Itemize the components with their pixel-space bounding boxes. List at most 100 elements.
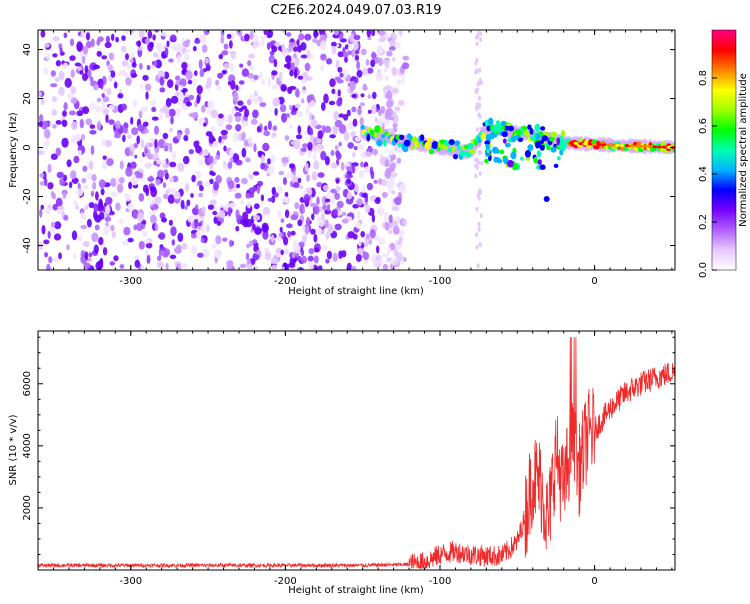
noise-blob xyxy=(355,221,362,230)
noise-blob xyxy=(234,176,240,183)
noise-blob xyxy=(284,209,290,218)
noise-blob xyxy=(267,78,272,88)
noise-blob xyxy=(478,95,481,101)
noise-blob xyxy=(301,224,306,232)
noise-blob xyxy=(475,206,479,212)
noise-blob xyxy=(304,33,312,41)
noise-blob xyxy=(266,42,271,50)
noise-blob xyxy=(102,247,108,256)
noise-blob xyxy=(209,199,217,207)
noise-blob xyxy=(113,81,118,89)
noise-blob xyxy=(267,197,274,202)
noise-blob xyxy=(122,127,128,134)
noise-blob xyxy=(76,41,83,52)
noise-blob xyxy=(97,259,104,270)
noise-blob xyxy=(218,136,222,143)
noise-blob xyxy=(133,224,138,231)
snr-line xyxy=(38,337,675,570)
y-tick-label: -40 xyxy=(22,237,33,253)
noise-blob xyxy=(46,263,51,270)
noise-blob xyxy=(375,197,381,202)
noise-blob xyxy=(306,216,311,227)
noise-blob xyxy=(297,75,304,80)
noise-blob xyxy=(394,106,401,112)
signal-blob xyxy=(504,142,511,148)
noise-blob xyxy=(148,175,154,183)
noise-blob xyxy=(155,178,161,186)
noise-blob xyxy=(297,125,302,135)
noise-blob xyxy=(81,177,87,184)
noise-blob xyxy=(307,187,313,197)
noise-blob xyxy=(392,123,398,128)
noise-blob xyxy=(39,181,45,186)
noise-blob xyxy=(262,230,269,240)
noise-blob xyxy=(156,159,162,165)
noise-blob xyxy=(110,33,115,41)
noise-blob xyxy=(121,45,127,53)
noise-blob xyxy=(92,64,101,70)
noise-blob xyxy=(127,134,132,139)
noise-blob xyxy=(114,120,121,130)
noise-blob xyxy=(170,226,177,237)
noise-blob xyxy=(320,40,327,51)
noise-blob xyxy=(291,252,296,259)
noise-blob xyxy=(369,229,376,239)
noise-blob xyxy=(236,183,241,189)
noise-blob xyxy=(157,255,162,261)
noise-blob xyxy=(90,190,95,197)
noise-blob xyxy=(84,251,89,261)
snr-axes: -300 -200 -100 0 2000 4000 6000 xyxy=(22,331,675,587)
noise-blob xyxy=(249,30,254,40)
noise-blob xyxy=(59,47,63,53)
noise-blob xyxy=(360,231,366,238)
noise-blob xyxy=(252,214,261,221)
signal-blob xyxy=(507,159,514,168)
noise-blob xyxy=(100,188,105,196)
signal-blob xyxy=(485,143,490,150)
signal-blob xyxy=(419,134,425,142)
noise-blob xyxy=(383,118,390,126)
noise-blob xyxy=(296,39,300,46)
noise-blob xyxy=(386,107,394,117)
signal-core xyxy=(652,145,658,149)
noise-blob xyxy=(246,98,252,106)
noise-blob xyxy=(177,232,184,242)
noise-blob xyxy=(340,162,345,171)
noise-blob xyxy=(119,264,125,269)
noise-blob xyxy=(51,192,56,200)
noise-blob xyxy=(138,172,143,179)
noise-blob xyxy=(313,160,320,170)
noise-blob xyxy=(185,101,192,107)
noise-blob xyxy=(92,181,97,190)
noise-blob xyxy=(290,214,299,221)
noise-blob xyxy=(142,230,148,238)
noise-blob xyxy=(316,181,323,188)
noise-blob xyxy=(165,97,172,108)
noise-blob xyxy=(181,61,188,70)
noise-blob xyxy=(354,136,361,142)
noise-blob xyxy=(357,239,362,247)
noise-blob xyxy=(257,150,263,155)
noise-blob xyxy=(300,89,308,94)
signal-blob xyxy=(484,158,489,164)
noise-blob xyxy=(352,204,359,209)
noise-blob xyxy=(379,254,384,264)
noise-blob xyxy=(302,143,309,148)
noise-blob xyxy=(199,68,205,78)
noise-blob xyxy=(388,214,393,224)
noise-blob xyxy=(370,59,376,68)
noise-blob xyxy=(256,126,261,133)
noise-blob xyxy=(229,239,233,248)
noise-blob xyxy=(273,58,278,68)
noise-blob xyxy=(82,165,88,172)
noise-blob xyxy=(175,107,181,117)
signal-blob xyxy=(553,163,559,168)
noise-blob xyxy=(129,58,135,63)
noise-blob xyxy=(391,220,398,227)
noise-blob xyxy=(52,53,58,58)
noise-blob xyxy=(331,88,336,95)
noise-blob xyxy=(95,191,99,201)
noise-blob xyxy=(177,162,185,172)
noise-blob xyxy=(130,161,137,169)
noise-blob xyxy=(79,70,84,75)
